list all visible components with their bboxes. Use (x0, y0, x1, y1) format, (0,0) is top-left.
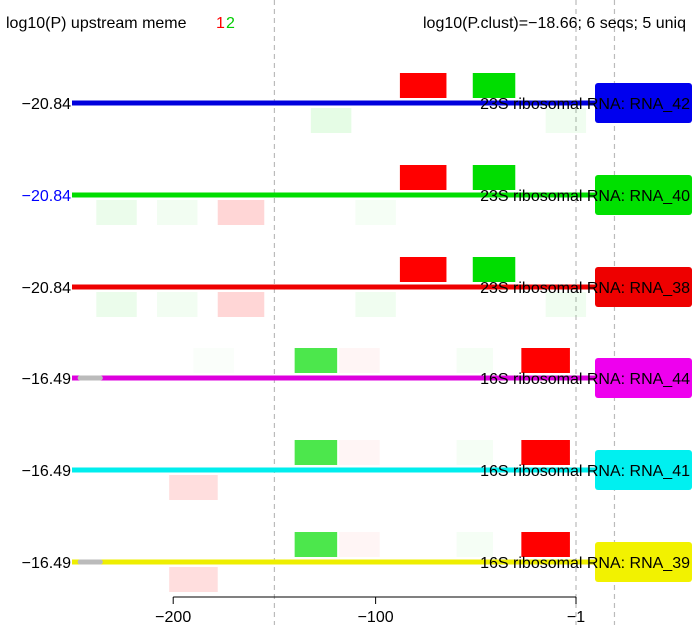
motif-box-2-5 (217, 200, 265, 225)
motif-box-3-4 (157, 292, 198, 317)
x-tick-label-1: −200 (155, 609, 191, 625)
motif-box-3-1 (399, 257, 447, 282)
sequence-badge-3 (595, 267, 692, 307)
motif-box-1-3 (310, 108, 352, 133)
motif-box-1-2 (472, 73, 516, 98)
sequence-badge-2 (595, 175, 692, 215)
motif-box-3-2 (472, 257, 516, 282)
motif-label-1: 1 (216, 15, 225, 32)
motif-box-2-1 (399, 165, 447, 190)
sequence-name-4: 16S ribosomal RNA: RNA_44 (480, 371, 690, 388)
sequence-name-5: 16S ribosomal RNA: RNA_41 (480, 463, 690, 480)
x-axis: −200 −100 −1 (155, 596, 585, 625)
sequence-name-3: 23S ribosomal RNA: RNA_38 (480, 280, 690, 297)
x-tick-label-2: −100 (358, 609, 394, 625)
motif-box-4-5 (193, 348, 233, 373)
pvalue-label-4: −16.49 (22, 371, 71, 388)
sequence-name-1: 23S ribosomal RNA: RNA_42 (480, 96, 690, 113)
motif-box-2-3 (96, 200, 137, 225)
motif-box-4-2 (521, 348, 570, 373)
pvalue-label-5: −16.49 (22, 463, 71, 480)
motif-layer (294, 73, 570, 557)
motif-box-1-4 (545, 108, 587, 133)
pvalue-label-1: −20.84 (22, 96, 71, 113)
motif-box-5-3 (339, 440, 380, 465)
motif-box-4-1 (294, 348, 338, 373)
motif-box-2-4 (157, 200, 198, 225)
motif-box-4-4 (456, 348, 494, 373)
sequence-lines (72, 100, 616, 565)
sequence-badge-5 (595, 450, 692, 490)
motif-box-5-1 (294, 440, 338, 465)
pvalue-label-2: −20.84 (22, 188, 71, 205)
motif-box-6-1 (294, 532, 338, 557)
sequence-name-6: 16S ribosomal RNA: RNA_39 (480, 555, 690, 572)
sequence-labels: −20.84 23S ribosomal RNA: RNA_42 −20.84 23S… (22, 83, 692, 582)
motif-label-2: 2 (226, 15, 235, 32)
left-title: log10(P) upstream meme (6, 15, 187, 32)
motif-box-3-7 (545, 292, 587, 317)
sequence-badge-1 (595, 83, 692, 123)
motif-box-3-3 (96, 292, 137, 317)
motif-box-2-6 (355, 200, 396, 225)
motif-box-6-4 (456, 532, 494, 557)
motif-box-5-5 (169, 475, 218, 500)
sequence-badge-4 (595, 358, 692, 398)
sequence-badge-6 (595, 542, 692, 582)
motif-box-4-3 (339, 348, 380, 373)
motif-box-5-4 (456, 440, 494, 465)
motif-box-1-1 (399, 73, 447, 98)
right-title: log10(P.clust)=−18.66; 6 seqs; 5 uniq (423, 15, 686, 32)
motif-box-6-2 (521, 532, 570, 557)
pvalue-label-3: −20.84 (22, 280, 71, 297)
motif-box-2-2 (472, 165, 516, 190)
motif-box-6-5 (169, 567, 218, 592)
pvalue-label-6: −16.49 (22, 555, 71, 572)
titles: log10(P) upstream meme log10(P.clust)=−1… (6, 15, 686, 32)
x-tick-label-3: −1 (567, 609, 585, 625)
sequence-name-2: 23S ribosomal RNA: RNA_40 (480, 188, 690, 205)
faint-motif-layer (96, 108, 587, 592)
motif-box-6-3 (339, 532, 380, 557)
motif-box-5-2 (521, 440, 570, 465)
motif-box-3-6 (355, 292, 396, 317)
motif-box-3-5 (217, 292, 265, 317)
